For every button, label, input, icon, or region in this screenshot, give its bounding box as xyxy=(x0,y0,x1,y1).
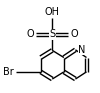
Text: O: O xyxy=(26,29,34,39)
Text: O: O xyxy=(70,29,78,39)
Text: OH: OH xyxy=(45,7,60,17)
Text: Br: Br xyxy=(3,67,14,77)
Text: S: S xyxy=(49,29,55,39)
Text: N: N xyxy=(78,45,86,55)
